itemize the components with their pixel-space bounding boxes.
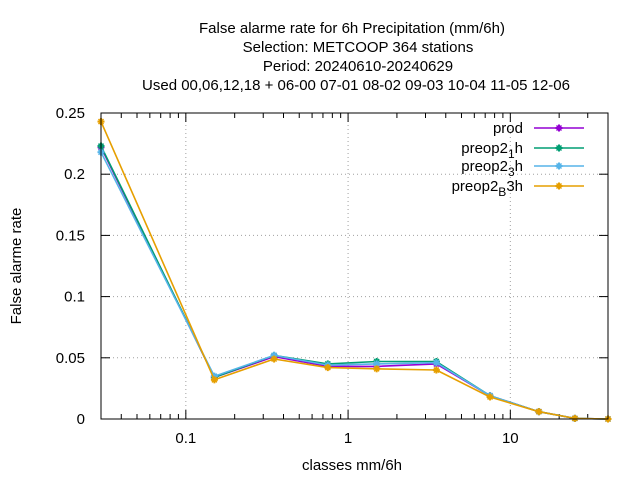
legend-item-2: preop23h (461, 158, 584, 179)
data-point (432, 359, 440, 367)
data-point (486, 393, 494, 401)
series-line (100, 121, 609, 420)
marker-d2 (433, 367, 440, 374)
legend-label: preop21h (461, 140, 523, 161)
data-point (535, 408, 543, 416)
series-3 (97, 118, 612, 423)
x-tick-label: 0.1 (175, 430, 196, 447)
series-line (100, 145, 609, 420)
plot-frame (100, 112, 609, 420)
title-line-1: False alarme rate for 6h Precipitation (… (199, 20, 505, 37)
legend-label-sub: 1 (508, 147, 515, 161)
title-line-3: Period: 20240610-20240629 (263, 58, 453, 75)
legend-marker (555, 144, 563, 152)
legend-marker (555, 182, 563, 190)
legend-label-end: h (515, 140, 523, 157)
marker-d2 (535, 408, 542, 415)
tick-labels: 0 0.05 0.1 0.15 0.2 0.25 0.1 1 10 (56, 105, 519, 447)
chart-title: False alarme rate for 6h Precipitation (… (142, 20, 570, 94)
axis-ticks (101, 112, 608, 420)
marker-d2 (271, 355, 278, 363)
legend-label-main: preop2 (461, 158, 508, 175)
marker-d2 (487, 393, 494, 400)
series-1 (97, 142, 612, 423)
legend-label-end: h (515, 158, 523, 175)
data-point (324, 364, 332, 372)
legend-label-sub: 3 (508, 165, 515, 179)
data-point (373, 365, 381, 373)
legend-label-end: 3h (506, 178, 523, 195)
x-tick-label: 10 (502, 430, 519, 447)
y-tick-label: 0 (77, 411, 85, 428)
series-layer (97, 118, 612, 423)
data-point (432, 366, 440, 374)
data-point (210, 376, 218, 384)
marker-d2 (324, 364, 331, 371)
marker-d2 (571, 415, 578, 422)
series-line (100, 146, 609, 420)
marker-d2 (373, 360, 380, 367)
x-axis-label: classes mm/6h (302, 457, 402, 474)
marker-d2 (555, 162, 563, 170)
marker-d2 (555, 182, 563, 190)
legend-label: prod (493, 120, 523, 137)
title-line-4: Used 00,06,12,18 + 06-00 07-01 08-02 09-… (142, 77, 570, 94)
marker-d2 (555, 124, 563, 132)
grid (101, 113, 608, 419)
marker-d2 (373, 365, 380, 372)
series-line (100, 151, 609, 420)
legend-label: preop23h (461, 158, 523, 179)
legend-label-main: preop2 (461, 140, 508, 157)
y-tick-label: 0.05 (56, 350, 85, 367)
data-point (270, 355, 278, 363)
marker-d2 (433, 359, 440, 366)
legend-item-3: preop2B3h (452, 178, 584, 199)
y-tick-label: 0.1 (64, 289, 85, 306)
legend-label-sub: B (498, 185, 506, 199)
y-axis-label: False alarme rate (8, 208, 25, 325)
legend-marker (555, 124, 563, 132)
series-2 (97, 148, 612, 423)
y-tick-label: 0.2 (64, 166, 85, 183)
y-tick-label: 0.25 (56, 105, 85, 122)
y-tick-label: 0.15 (56, 227, 85, 244)
marker-d2 (211, 376, 218, 383)
title-line-2: Selection: METCOOP 364 stations (243, 39, 474, 56)
legend-label-main: preop2 (452, 178, 499, 195)
x-tick-label: 1 (344, 430, 352, 447)
data-point (571, 414, 579, 422)
legend-item-1: preop21h (461, 140, 584, 161)
marker-d2 (555, 144, 563, 152)
legend-marker (555, 162, 563, 170)
legend-label: preop2B3h (452, 178, 523, 199)
legend-item-0: prod (493, 120, 584, 137)
